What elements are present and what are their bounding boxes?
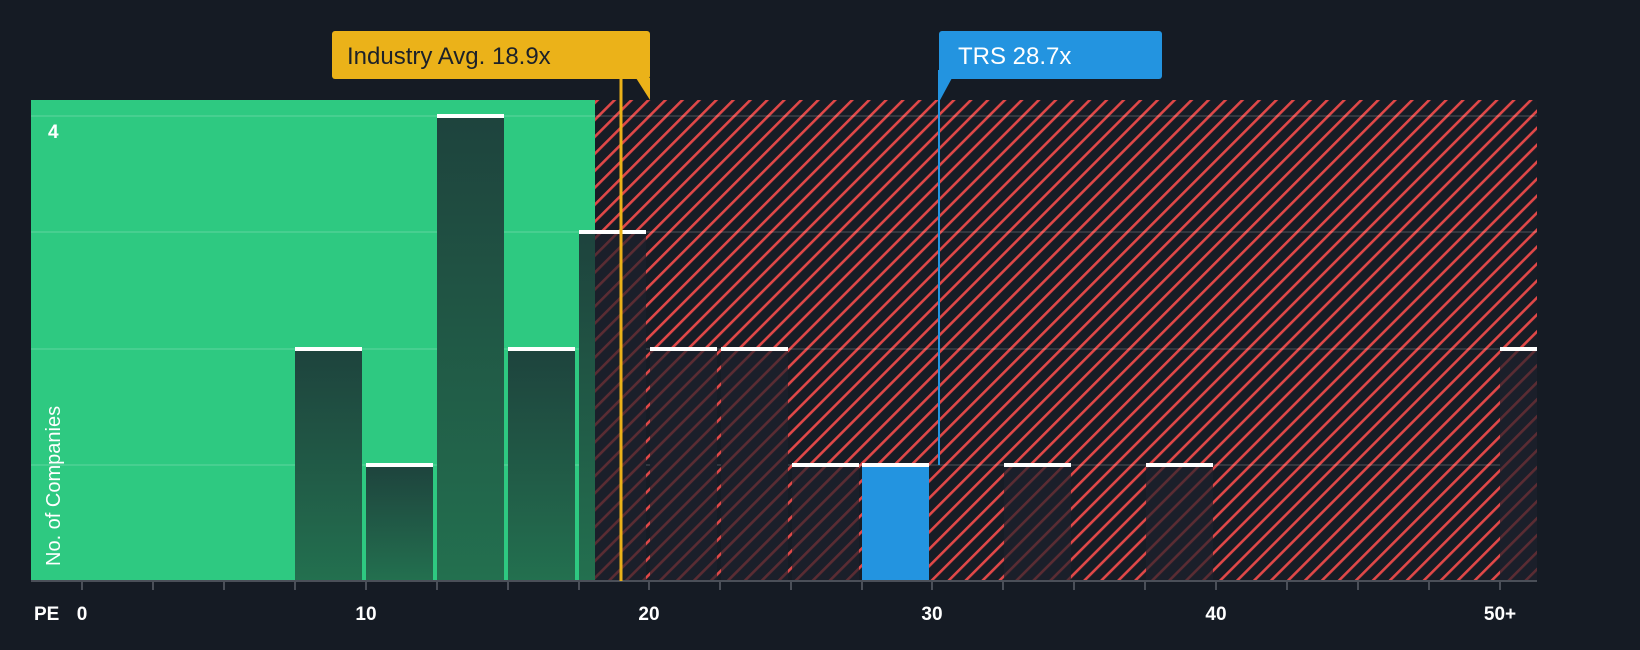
industry-avg-label: Industry Avg. 18.9x xyxy=(347,43,551,70)
x-tick-10: 10 xyxy=(355,604,376,625)
bar-caps xyxy=(295,114,1537,467)
y-axis-label: No. of Companies xyxy=(43,406,65,566)
bar-10-12.5 xyxy=(366,465,433,581)
x-tick-0: 0 xyxy=(77,604,88,625)
x-axis-label: PE xyxy=(34,604,59,625)
x-tick-20: 20 xyxy=(638,604,659,625)
trs-callout-box xyxy=(939,31,1162,79)
bar-27.5-30-trs xyxy=(862,465,929,581)
industry-avg-callout-pointer xyxy=(636,78,650,100)
trs-label: TRS 28.7x xyxy=(958,43,1071,70)
bar-17.5-20-green-part xyxy=(579,232,595,581)
bar-50-plus xyxy=(1500,349,1537,581)
bar-32.5-35 xyxy=(1004,465,1071,581)
bar-25-27.5 xyxy=(792,465,859,581)
trs-callout-pointer xyxy=(939,78,952,102)
bar-20-22.5 xyxy=(650,349,717,581)
industry-avg-callout-box xyxy=(332,31,650,79)
bar-12.5-15 xyxy=(437,116,504,581)
bar-7.5-10 xyxy=(295,349,362,581)
bar-22.5-25 xyxy=(721,349,788,581)
y-tick-4: 4 xyxy=(48,122,59,143)
x-tick-30: 30 xyxy=(921,604,942,625)
bar-37.5-40 xyxy=(1146,465,1213,581)
x-tick-40: 40 xyxy=(1205,604,1226,625)
x-axis-ticks xyxy=(81,581,1501,590)
histogram-bars xyxy=(295,116,1537,581)
bar-15-17.5 xyxy=(508,349,575,581)
x-tick-50-plus: 50+ xyxy=(1484,604,1516,625)
